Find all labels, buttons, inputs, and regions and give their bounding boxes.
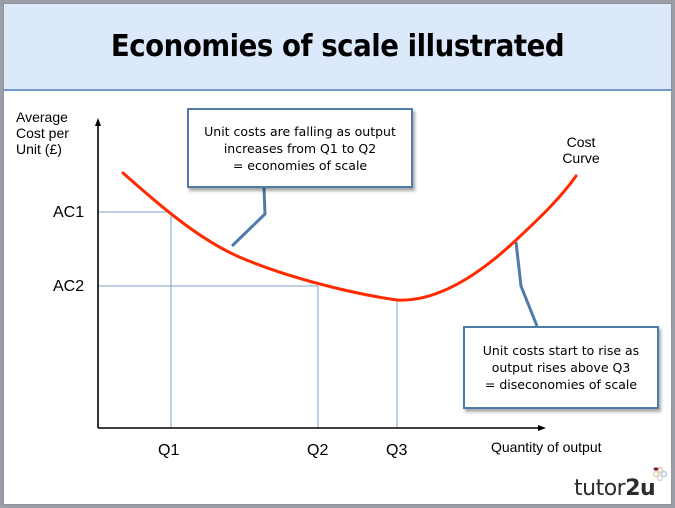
x-tick-q2: Q2 <box>307 442 329 459</box>
diseconomies-of-scale-callout: Unit costs start to rise as output rises… <box>463 326 659 409</box>
logo-text: tutor <box>574 476 626 501</box>
callout-line: Unit costs are falling as output <box>204 123 396 139</box>
callout-line: output rises above Q3 <box>491 360 631 375</box>
y-axis-label-line: Average <box>16 109 68 125</box>
cost-curve-label-line: Curve <box>562 150 600 166</box>
y-axis-label-line: Unit (£) <box>16 141 62 157</box>
title-bar: Economies of scale illustrated <box>4 4 671 91</box>
y-tick-ac2: AC2 <box>53 278 85 295</box>
diseconomies-callout-pointer <box>514 241 539 327</box>
logo-text-bold: 2u <box>625 476 656 501</box>
cost-curve-label: Cost Curve <box>556 134 606 166</box>
callout-line: increases from Q1 to Q2 <box>223 140 377 156</box>
x-axis-label: Quantity of output <box>491 439 602 455</box>
tutor2u-logo: tutor2u <box>574 476 656 501</box>
cost-curve-label-line: Cost <box>566 134 596 150</box>
callout-line: Unit costs start to rise as <box>482 343 640 358</box>
page-title: Economies of scale illustrated <box>110 29 565 64</box>
y-axis-arrow-icon <box>95 118 101 126</box>
y-axis-label: Average Cost per Unit (£) <box>16 109 69 157</box>
slide: Economies of scale illustrated Average C… <box>3 3 672 505</box>
y-tick-ac1: AC1 <box>53 204 85 221</box>
cost-curve <box>121 171 578 302</box>
x-axis-arrow-icon <box>538 425 546 431</box>
axes <box>97 124 540 429</box>
economies-callout-pointer <box>230 187 267 248</box>
cost-curve-diagram <box>95 118 578 431</box>
callout-line: = diseconomies of scale <box>484 377 638 392</box>
flower-logo-icon <box>652 466 668 482</box>
economies-of-scale-callout: Unit costs are falling as output increas… <box>187 108 413 188</box>
y-axis-label-line: Cost per <box>16 125 69 141</box>
x-tick-q1: Q1 <box>158 442 180 459</box>
x-tick-q3: Q3 <box>386 442 408 459</box>
guide-lines <box>98 211 398 428</box>
callout-line: = economies of scale <box>232 157 368 173</box>
